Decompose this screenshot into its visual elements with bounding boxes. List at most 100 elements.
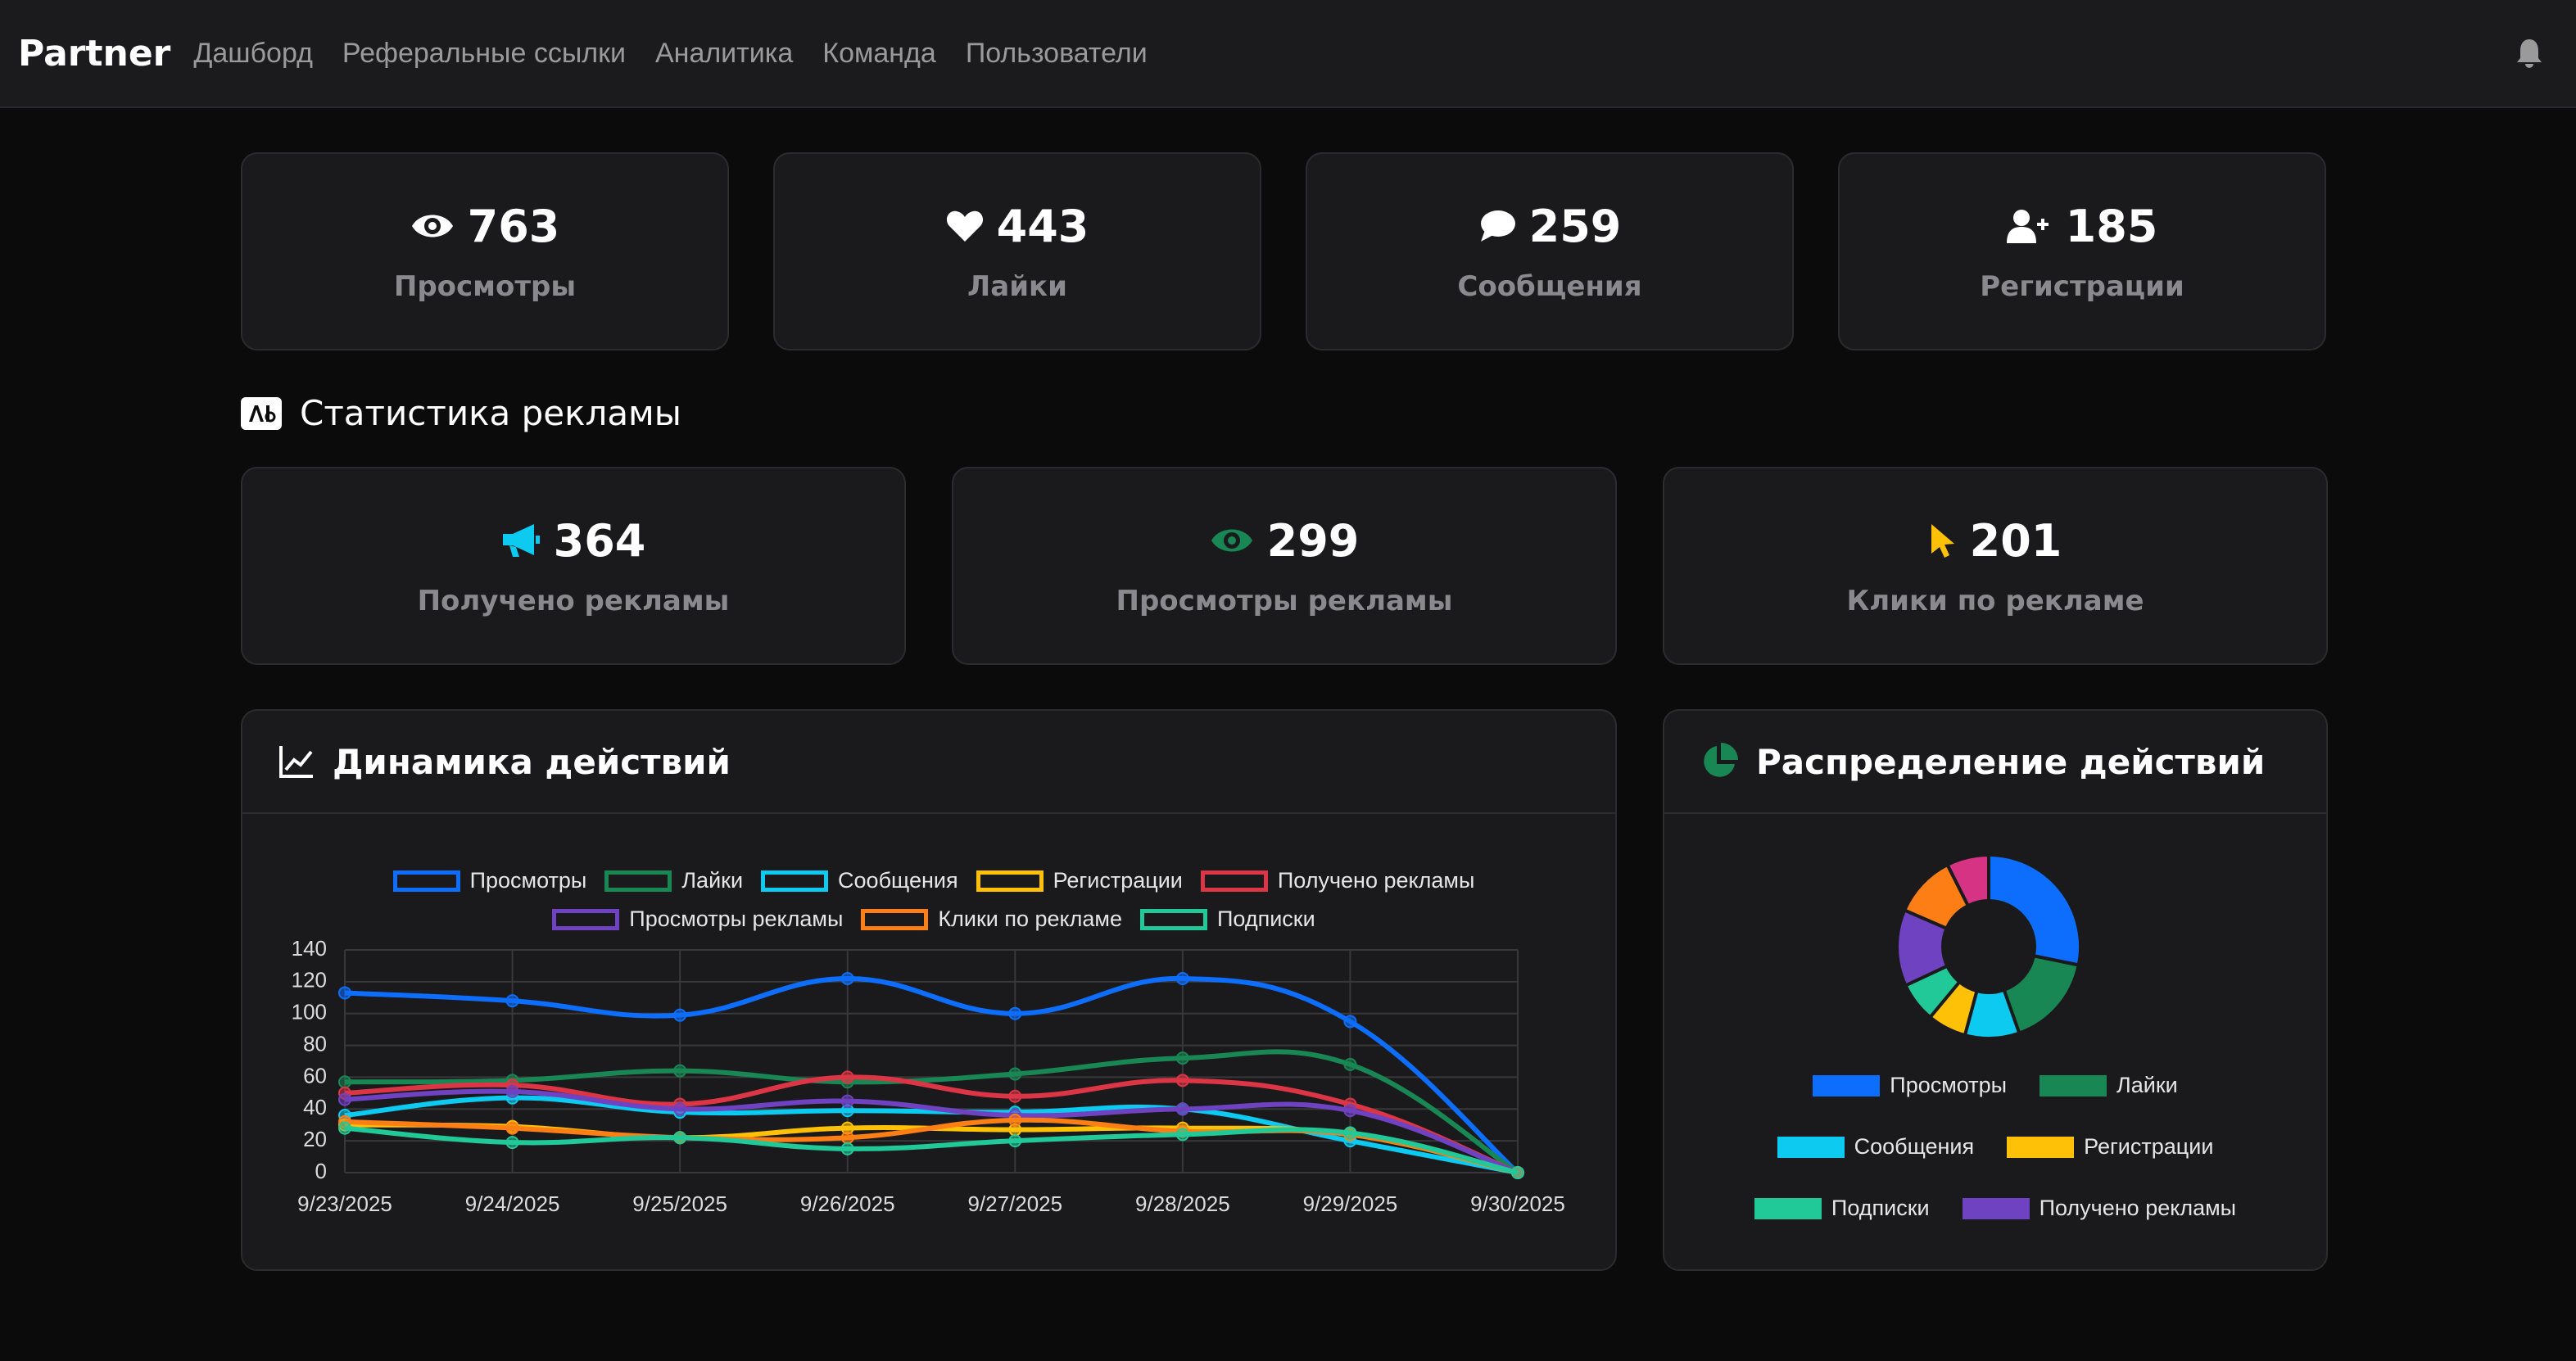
stat-card: 299 Просмотры рекламы [952,467,1617,665]
stat-card: 201 Клики по рекламе [1663,467,2328,665]
pie-segment [1987,852,2082,967]
data-point [1008,1134,1022,1148]
legend-label: Клики по рекламе [938,907,1123,931]
legend-swatch [392,870,460,892]
y-tick-label: 0 [315,1159,327,1183]
pie-chart-card: Распределение действий [1663,709,2328,1271]
legend-item[interactable]: Сообщения [761,868,958,893]
x-tick-label: 9/29/2025 [1303,1191,1398,1216]
data-point [840,971,854,985]
data-point [1511,1166,1524,1179]
data-point [505,1136,519,1150]
legend-swatch [604,870,672,892]
x-tick-label: 9/30/2025 [1470,1191,1565,1216]
x-tick-label: 9/24/2025 [465,1191,560,1216]
legend-label: Получено рекламы [1277,868,1475,893]
y-tick-label: 100 [292,1000,327,1024]
pointer-icon [1931,524,1954,558]
chart-icon [279,746,313,778]
data-point [673,1102,687,1116]
legend-label: Сообщения [1854,1134,1975,1159]
legend-item[interactable]: Просмотры [392,868,586,893]
series-line [344,1125,1519,1175]
legend-item[interactable]: Получено рекламы [1962,1196,2237,1221]
legend-swatch [861,908,929,930]
data-point [338,1121,351,1135]
data-point [1175,1102,1189,1116]
stat-value: 201 [1969,514,2062,567]
legend-item[interactable]: Просмотры [1813,1073,2007,1098]
data-point [840,1070,854,1084]
stat-label: Просмотры рекламы [1116,584,1453,617]
stat-value: 299 [1266,514,1360,567]
y-tick-label: 140 [292,936,327,961]
x-tick-label: 9/23/2025 [297,1191,392,1216]
data-point [338,986,351,1000]
legend-item[interactable]: Подписки [1754,1196,1930,1221]
stat-value: 185 [2065,200,2158,252]
data-point [338,1092,351,1106]
legend-item[interactable]: Регистрации [976,868,1183,893]
data-point [840,1142,854,1155]
nav-link[interactable]: Аналитика [654,37,794,69]
stat-label: Просмотры [393,269,577,303]
legend-item[interactable]: Получено рекламы [1200,868,1475,893]
legend-swatch [976,870,1044,892]
stat-label: Сообщения [1457,269,1642,303]
eye-icon [1211,529,1252,552]
legend-item[interactable]: Лайки [2040,1073,2178,1098]
legend-label: Регистрации [2084,1134,2214,1159]
data-point [1008,1006,1022,1020]
data-point [505,994,519,1008]
legend-item[interactable]: Клики по рекламе [861,907,1122,932]
legend-item[interactable]: Регистрации [2007,1134,2213,1160]
x-tick-label: 9/28/2025 [1135,1191,1230,1216]
stat-label: Получено рекламы [417,584,730,617]
stat-card: 763 Просмотры [241,152,729,350]
stat-value: 763 [467,200,560,252]
section-header: Статистика рекламы [241,393,681,433]
nav-link[interactable]: Дашборд [193,37,313,69]
data-point [1175,971,1189,985]
data-point [1008,1067,1022,1081]
legend-label: Лайки [2116,1073,2178,1097]
stat-value: 364 [553,514,646,567]
series-line [344,1049,1519,1175]
legend-label: Подписки [1217,907,1315,931]
legend-swatch [552,908,620,930]
stat-label: Регистрации [1980,269,2184,303]
legend-swatch [2007,1136,2075,1158]
legend-item[interactable]: Лайки [604,868,743,893]
legend-swatch [1140,908,1208,930]
legend-label: Регистрации [1053,868,1183,893]
y-tick-label: 80 [303,1031,327,1056]
legend-label: Просмотры [1890,1073,2007,1097]
data-point [1175,1074,1189,1087]
bell-icon[interactable] [2515,38,2543,69]
legend-item[interactable]: Просмотры рекламы [552,907,843,932]
series-line [344,1074,1519,1175]
pie-icon [1704,743,1738,777]
stat-card: 364 Получено рекламы [241,467,906,665]
legend-swatch [1962,1197,2030,1219]
legend-label: Просмотры рекламы [629,907,844,931]
data-point [338,1075,351,1089]
legend-item[interactable]: Сообщения [1777,1134,1975,1160]
legend-swatch [1754,1197,1822,1219]
series-line [344,1088,1519,1175]
data-point [1008,1113,1022,1127]
y-tick-label: 60 [303,1063,327,1087]
legend-label: Получено рекламы [2039,1196,2237,1220]
legend: Просмотры Лайки Сообщения Регистрации Подпис… [1725,1073,2266,1221]
section-title: Статистика рекламы [300,393,681,433]
megaphone-icon [502,524,540,557]
stat-label: Лайки [967,269,1067,303]
nav-link[interactable]: Пользователи [965,37,1148,69]
nav-link[interactable]: Реферальные ссылки [342,37,626,69]
nav-link[interactable]: Команда [822,37,936,69]
legend-swatch [1813,1074,1881,1096]
legend-item[interactable]: Подписки [1140,907,1315,932]
brand[interactable]: Partner [18,32,171,75]
navbar: Partner Дашборд Реферальные ссылки Анали… [0,0,2576,108]
